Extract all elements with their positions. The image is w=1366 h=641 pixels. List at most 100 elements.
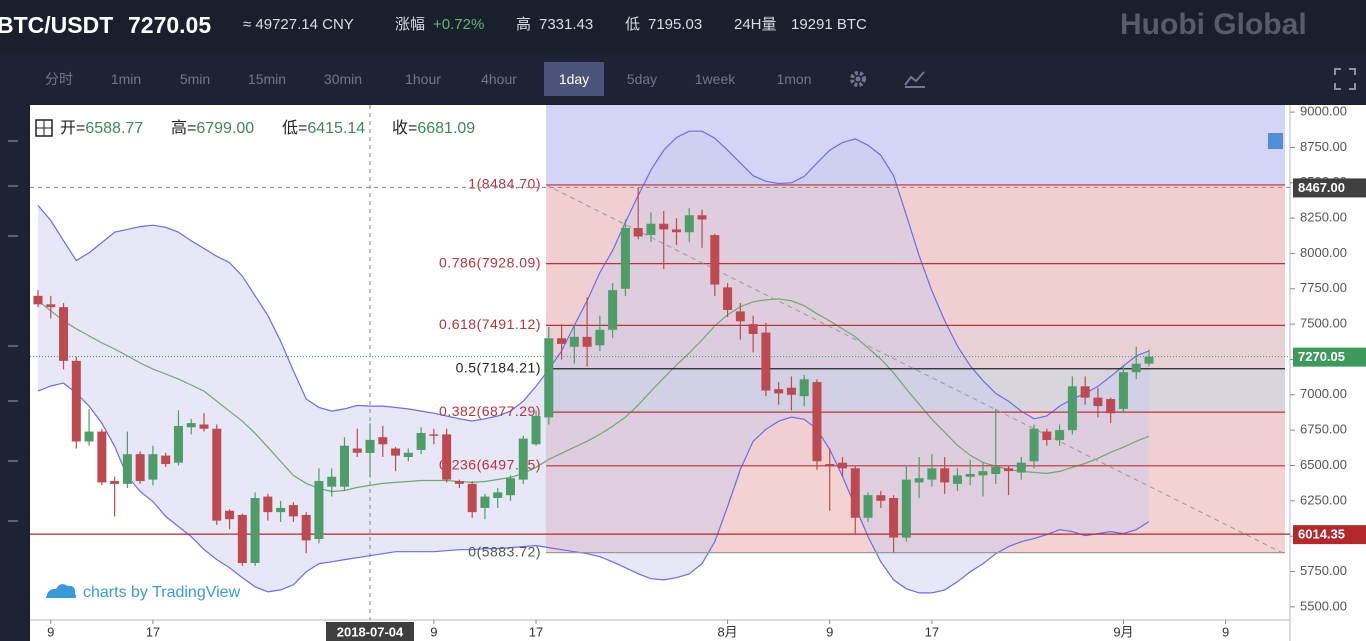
candle-body: [467, 483, 477, 513]
candle-body: [901, 479, 911, 538]
candle-body: [633, 227, 643, 237]
candle-body: [1016, 462, 1026, 473]
candle-body: [493, 492, 503, 499]
ohlc-legend-label: 开=: [60, 120, 85, 137]
fib-zone: [546, 263, 1285, 326]
interval-button[interactable]: 1week: [694, 71, 736, 87]
y-tick-label: 9000.00: [1300, 104, 1347, 119]
band-middle: [37, 298, 1150, 493]
candle-body: [620, 227, 630, 289]
candle-body: [914, 478, 924, 483]
low: 7195.03: [648, 16, 703, 33]
left-tool-icon: [8, 345, 18, 347]
candle-body: [748, 324, 758, 335]
ohlc-legend-label: 低=: [282, 119, 307, 137]
y-tick-label: 6250.00: [1300, 492, 1347, 507]
candle-body: [148, 454, 158, 480]
price-tag: 7270.05: [1298, 349, 1345, 364]
candle-body: [927, 468, 937, 480]
high-label: 高: [516, 16, 532, 33]
candle-body: [1042, 431, 1052, 441]
candle-body: [339, 445, 349, 487]
candle-body: [33, 295, 43, 305]
interval-button[interactable]: 5day: [626, 71, 658, 87]
x-tick-label: 9: [47, 624, 54, 639]
interval-button[interactable]: 15min: [247, 71, 287, 87]
candle-body: [454, 481, 464, 484]
header: BTC/USDT 7270.05 ≈ 49727.14 CNY 涨幅 +0.72…: [0, 0, 1366, 52]
left-tool-icon: [8, 235, 18, 237]
interval-button[interactable]: 1hour: [405, 71, 441, 87]
candle-body: [429, 434, 439, 436]
low-label: 低: [625, 16, 641, 33]
interval-button[interactable]: 分时: [45, 71, 73, 87]
candle-body: [263, 496, 273, 513]
candle-body: [723, 287, 733, 310]
price-tag-bg: [1293, 347, 1366, 367]
fib-zone: [546, 368, 1285, 413]
candle-body: [710, 235, 720, 285]
candle-body: [659, 223, 669, 230]
y-tick-label: 8000.00: [1300, 245, 1347, 260]
x-tick-label: 17: [146, 624, 160, 639]
change: +0.72%: [433, 16, 485, 33]
fib-label: 0(5883.72): [468, 543, 541, 559]
interval-button[interactable]: 5min: [179, 71, 211, 87]
y-tick-label: 7750.00: [1300, 280, 1347, 295]
ohlc-legend: 开=6588.77: [60, 120, 143, 137]
candle-body: [97, 431, 107, 483]
y-tick-label: 7500.00: [1300, 316, 1347, 331]
candle-body: [403, 452, 413, 458]
candle-body: [288, 505, 298, 517]
ohlc-legend: 收=6681.09: [392, 119, 475, 137]
fib-label: 0.236(6497.75): [439, 457, 541, 473]
candle-body: [416, 432, 426, 450]
y-tick-label: 7000.00: [1300, 386, 1347, 401]
candle-body: [774, 389, 784, 394]
band-lower: [37, 382, 1150, 594]
candle-body: [391, 448, 401, 456]
candle-body: [378, 437, 388, 445]
fullscreen-icon[interactable]: [1333, 67, 1357, 91]
interval-button[interactable]: 30min: [323, 71, 363, 87]
candle-body: [557, 338, 567, 344]
volume-label: 24H量: [734, 16, 777, 33]
x-tick-label: 9: [1222, 624, 1229, 639]
left-tool-icon: [8, 140, 18, 142]
candle-body: [186, 423, 196, 428]
candle-body: [1055, 430, 1065, 441]
crosshair-price-tag-bg: [1293, 178, 1366, 198]
candle-body: [518, 438, 528, 480]
candle-body: [71, 360, 81, 442]
band-upper: [37, 130, 1150, 422]
candle-body: [1106, 399, 1116, 414]
fib-label: 0.786(7928.09): [439, 254, 541, 270]
candle-body: [965, 473, 975, 477]
y-tick-label: 5750.00: [1300, 563, 1347, 578]
candle-body: [569, 336, 579, 347]
candle-body: [237, 514, 247, 564]
candle-body: [1004, 468, 1014, 472]
candle-body: [480, 496, 490, 508]
candle-body: [122, 454, 132, 484]
candle-body: [276, 507, 286, 513]
fib-zone: [546, 412, 1285, 466]
candle-body: [646, 223, 656, 236]
candle-body: [531, 416, 541, 445]
candle-body: [161, 455, 171, 465]
ohlc-legend-value: 6799.00: [196, 120, 254, 137]
interval-button[interactable]: 1mon: [776, 71, 812, 87]
candle-body: [1029, 428, 1039, 462]
settings-icon[interactable]: [847, 68, 869, 90]
fib-label: 0.5(7184.21): [456, 359, 541, 375]
candle-body: [812, 382, 822, 462]
indicator-icon[interactable]: [903, 69, 927, 89]
band-fill: [38, 131, 1149, 593]
volume: 19291 BTC: [791, 16, 867, 33]
interval-button[interactable]: 1day: [544, 62, 604, 96]
candle-body: [110, 481, 120, 484]
scale-toggle[interactable]: [1268, 133, 1283, 149]
interval-button[interactable]: 1min: [110, 71, 142, 87]
interval-button[interactable]: 4hour: [481, 71, 517, 87]
